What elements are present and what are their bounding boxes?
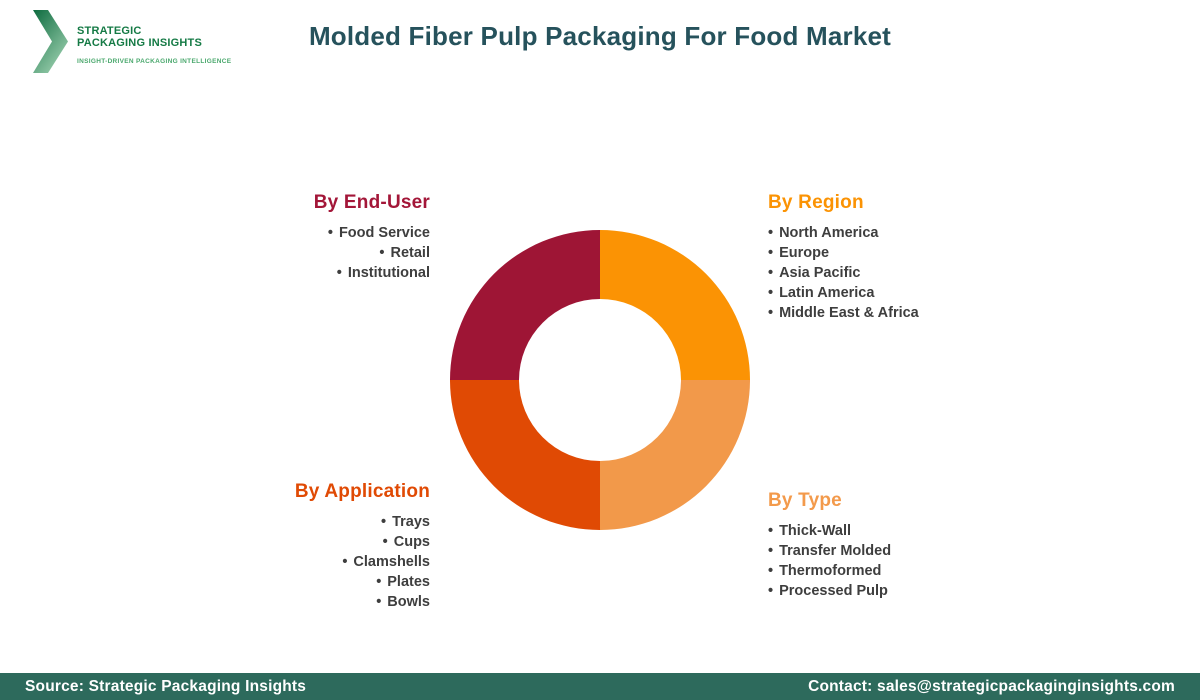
brand-logo: STRATEGIC PACKAGING INSIGHTS INSIGHT-DRI… (33, 10, 231, 73)
list-item: Institutional (314, 263, 430, 283)
list-item: Clamshells (295, 552, 430, 572)
segment-region: By Region North AmericaEuropeAsia Pacifi… (768, 192, 919, 323)
segment-end-user-list: Food ServiceRetailInstitutional (314, 223, 430, 283)
segment-region-heading: By Region (768, 192, 864, 213)
segment-end-user-heading: By End-User (313, 192, 430, 213)
segment-region-list: North AmericaEuropeAsia PacificLatin Ame… (768, 223, 919, 323)
donut-slice-top-left (450, 230, 600, 380)
brand-logo-text: STRATEGIC PACKAGING INSIGHTS INSIGHT-DRI… (77, 10, 231, 65)
brand-tagline: INSIGHT-DRIVEN PACKAGING INTELLIGENCE (77, 58, 232, 65)
footer-contact-text: Contact: sales@strategicpackaginginsight… (808, 677, 1175, 695)
segment-type: By Type Thick-WallTransfer MoldedThermof… (768, 490, 891, 601)
chevron-logo-icon (33, 10, 68, 73)
list-item: Cups (295, 532, 430, 552)
list-item: Trays (295, 512, 430, 532)
list-item: Latin America (768, 283, 919, 303)
list-item: North America (768, 223, 919, 243)
footer-bar: Source: Strategic Packaging Insights Con… (0, 673, 1200, 700)
list-item: Thick-Wall (768, 521, 891, 541)
list-item: Thermoformed (768, 561, 891, 581)
donut-slice-top-right (600, 230, 750, 380)
segment-type-list: Thick-WallTransfer MoldedThermoformedPro… (768, 521, 891, 601)
brand-name-line2: PACKAGING INSIGHTS (77, 37, 203, 49)
list-item: Europe (768, 243, 919, 263)
donut-slice-bottom-right (600, 380, 750, 530)
brand-name-line1: STRATEGIC (77, 25, 142, 37)
list-item: Middle East & Africa (768, 303, 919, 323)
list-item: Asia Pacific (768, 263, 919, 283)
list-item: Processed Pulp (768, 581, 891, 601)
donut-chart (450, 230, 750, 530)
segment-end-user: By End-User Food ServiceRetailInstitutio… (314, 192, 430, 283)
donut-slice-bottom-left (450, 380, 600, 530)
segment-application-list: TraysCupsClamshellsPlatesBowls (295, 512, 430, 612)
list-item: Retail (314, 243, 431, 263)
segment-type-heading: By Type (768, 490, 842, 511)
list-item: Food Service (314, 223, 430, 243)
page-title: Molded Fiber Pulp Packaging For Food Mar… (308, 21, 892, 51)
footer-source-text: Source: Strategic Packaging Insights (25, 677, 307, 695)
list-item: Transfer Molded (768, 541, 891, 561)
segment-application-heading: By Application (294, 481, 430, 502)
list-item: Plates (295, 572, 430, 592)
list-item: Bowls (295, 592, 430, 612)
segment-application: By Application TraysCupsClamshellsPlates… (295, 481, 430, 612)
